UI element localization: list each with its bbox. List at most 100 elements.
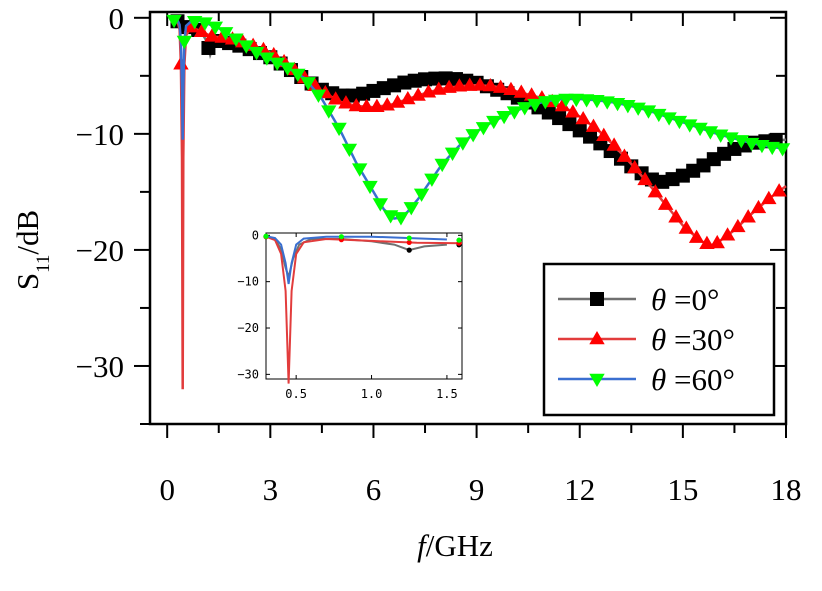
series-1-point xyxy=(492,79,509,93)
main-series-group xyxy=(166,14,791,390)
y-tick-label: −20 xyxy=(76,233,124,268)
series-2-point xyxy=(238,40,254,54)
series-1-point xyxy=(637,171,653,186)
legend-label-0: θ =0° xyxy=(651,282,719,317)
series-2-point xyxy=(372,198,389,212)
series-1-point xyxy=(730,218,746,233)
series-2-point xyxy=(496,110,512,125)
series-1-point xyxy=(193,23,210,37)
inset-series-1-point xyxy=(406,239,412,246)
series-1-point xyxy=(740,209,756,223)
inset-series-2-point xyxy=(456,237,462,243)
series-2-point xyxy=(506,106,523,120)
series-1-point xyxy=(513,84,529,98)
series-2-point xyxy=(352,163,368,177)
inset-series-0-point xyxy=(406,247,412,253)
series-2-point xyxy=(269,57,285,71)
x-tick-label: 15 xyxy=(667,472,698,507)
series-2-point xyxy=(248,46,265,61)
series-2-point xyxy=(279,62,296,76)
series-2-point xyxy=(403,202,419,216)
series-2-point xyxy=(166,14,182,29)
series-1-point xyxy=(606,137,622,151)
series-2-point xyxy=(682,119,698,133)
series-2-point xyxy=(197,17,213,31)
x-axis-label: f/GHz xyxy=(417,528,493,563)
legend-marker-2 xyxy=(589,373,605,388)
inset-y-tick-label: −20 xyxy=(237,321,259,335)
y-tick-label: −10 xyxy=(76,117,124,152)
inset-series-2-point xyxy=(263,233,269,239)
series-2-point xyxy=(517,102,533,116)
series-1-point xyxy=(183,19,199,33)
series-2-point xyxy=(207,21,224,35)
inset-x-tick-label: 0.5 xyxy=(285,387,307,401)
series-2-point xyxy=(413,188,430,202)
series-1-point xyxy=(616,148,633,162)
series-1-point xyxy=(338,95,354,109)
series-2-point xyxy=(217,27,234,41)
series-1-point xyxy=(647,184,664,198)
series-2-point xyxy=(444,147,461,161)
inset-series-group xyxy=(263,233,463,384)
series-2-point xyxy=(424,173,440,187)
series-2-point xyxy=(290,68,306,83)
inset-tick-labels: 0.5 1.0 1.5 0 −10 −20 −30 xyxy=(237,228,457,401)
series-2-point xyxy=(774,143,791,157)
inset-series-2-point xyxy=(338,234,344,240)
series-2-point xyxy=(176,35,193,50)
series-2-point xyxy=(300,77,316,91)
series-1-point xyxy=(523,87,540,101)
legend-marker-0 xyxy=(590,292,604,306)
series-1-point xyxy=(678,220,695,234)
series-2-point xyxy=(331,122,347,137)
series-1-point xyxy=(596,127,612,141)
y-axis-label: S11/dB xyxy=(10,210,54,290)
series-1-point xyxy=(204,28,220,42)
series-1-point xyxy=(451,78,468,92)
series-1-point xyxy=(503,81,519,96)
x-tick-label: 9 xyxy=(469,472,485,507)
series-1-point xyxy=(565,104,581,118)
series-2-point xyxy=(671,115,688,130)
legend-label-1: θ =30° xyxy=(651,322,735,357)
inset-frame xyxy=(265,232,463,380)
series-1-point xyxy=(668,209,684,223)
series-2-point xyxy=(692,122,708,137)
series-2-point xyxy=(310,89,327,103)
inset-y-tick-label: −30 xyxy=(237,367,259,381)
series-2-point xyxy=(640,105,657,119)
inset-y-tick-label: 0 xyxy=(252,228,259,242)
series-1-point xyxy=(627,159,643,174)
x-tick-label: 3 xyxy=(263,472,279,507)
inset-x-tick-label: 1.0 xyxy=(361,387,383,401)
series-1-point xyxy=(348,97,364,112)
inset-series-line-1 xyxy=(265,235,463,384)
series-2-point xyxy=(568,93,584,108)
series-2-point xyxy=(259,52,275,66)
series-1-point xyxy=(462,77,478,91)
series-2-point xyxy=(465,129,481,143)
main-tick-labels: 0 3 6 9 12 15 18 0 −10 −20 −30 xyxy=(76,1,802,507)
series-2-point xyxy=(341,143,358,157)
series-2-point xyxy=(527,98,543,113)
series-1-point xyxy=(750,199,767,214)
series-1-point xyxy=(472,77,488,91)
inset-x-tick-label: 1.5 xyxy=(436,387,458,401)
legend: θ =0° θ =30° θ =60° xyxy=(542,262,776,417)
series-1-point xyxy=(400,90,416,105)
series-2-point xyxy=(651,108,667,123)
x-tick-label: 6 xyxy=(366,472,382,507)
y-tick-label: 0 xyxy=(109,1,125,36)
series-1-point xyxy=(554,97,571,112)
series-2-point xyxy=(455,137,471,151)
series-1-point xyxy=(575,110,591,125)
series-2-point xyxy=(475,122,492,136)
x-tick-label: 0 xyxy=(159,472,175,507)
series-1-point xyxy=(389,94,406,108)
legend-marker-1 xyxy=(589,330,605,345)
x-tick-label: 18 xyxy=(771,472,802,507)
series-2-point xyxy=(321,105,337,119)
